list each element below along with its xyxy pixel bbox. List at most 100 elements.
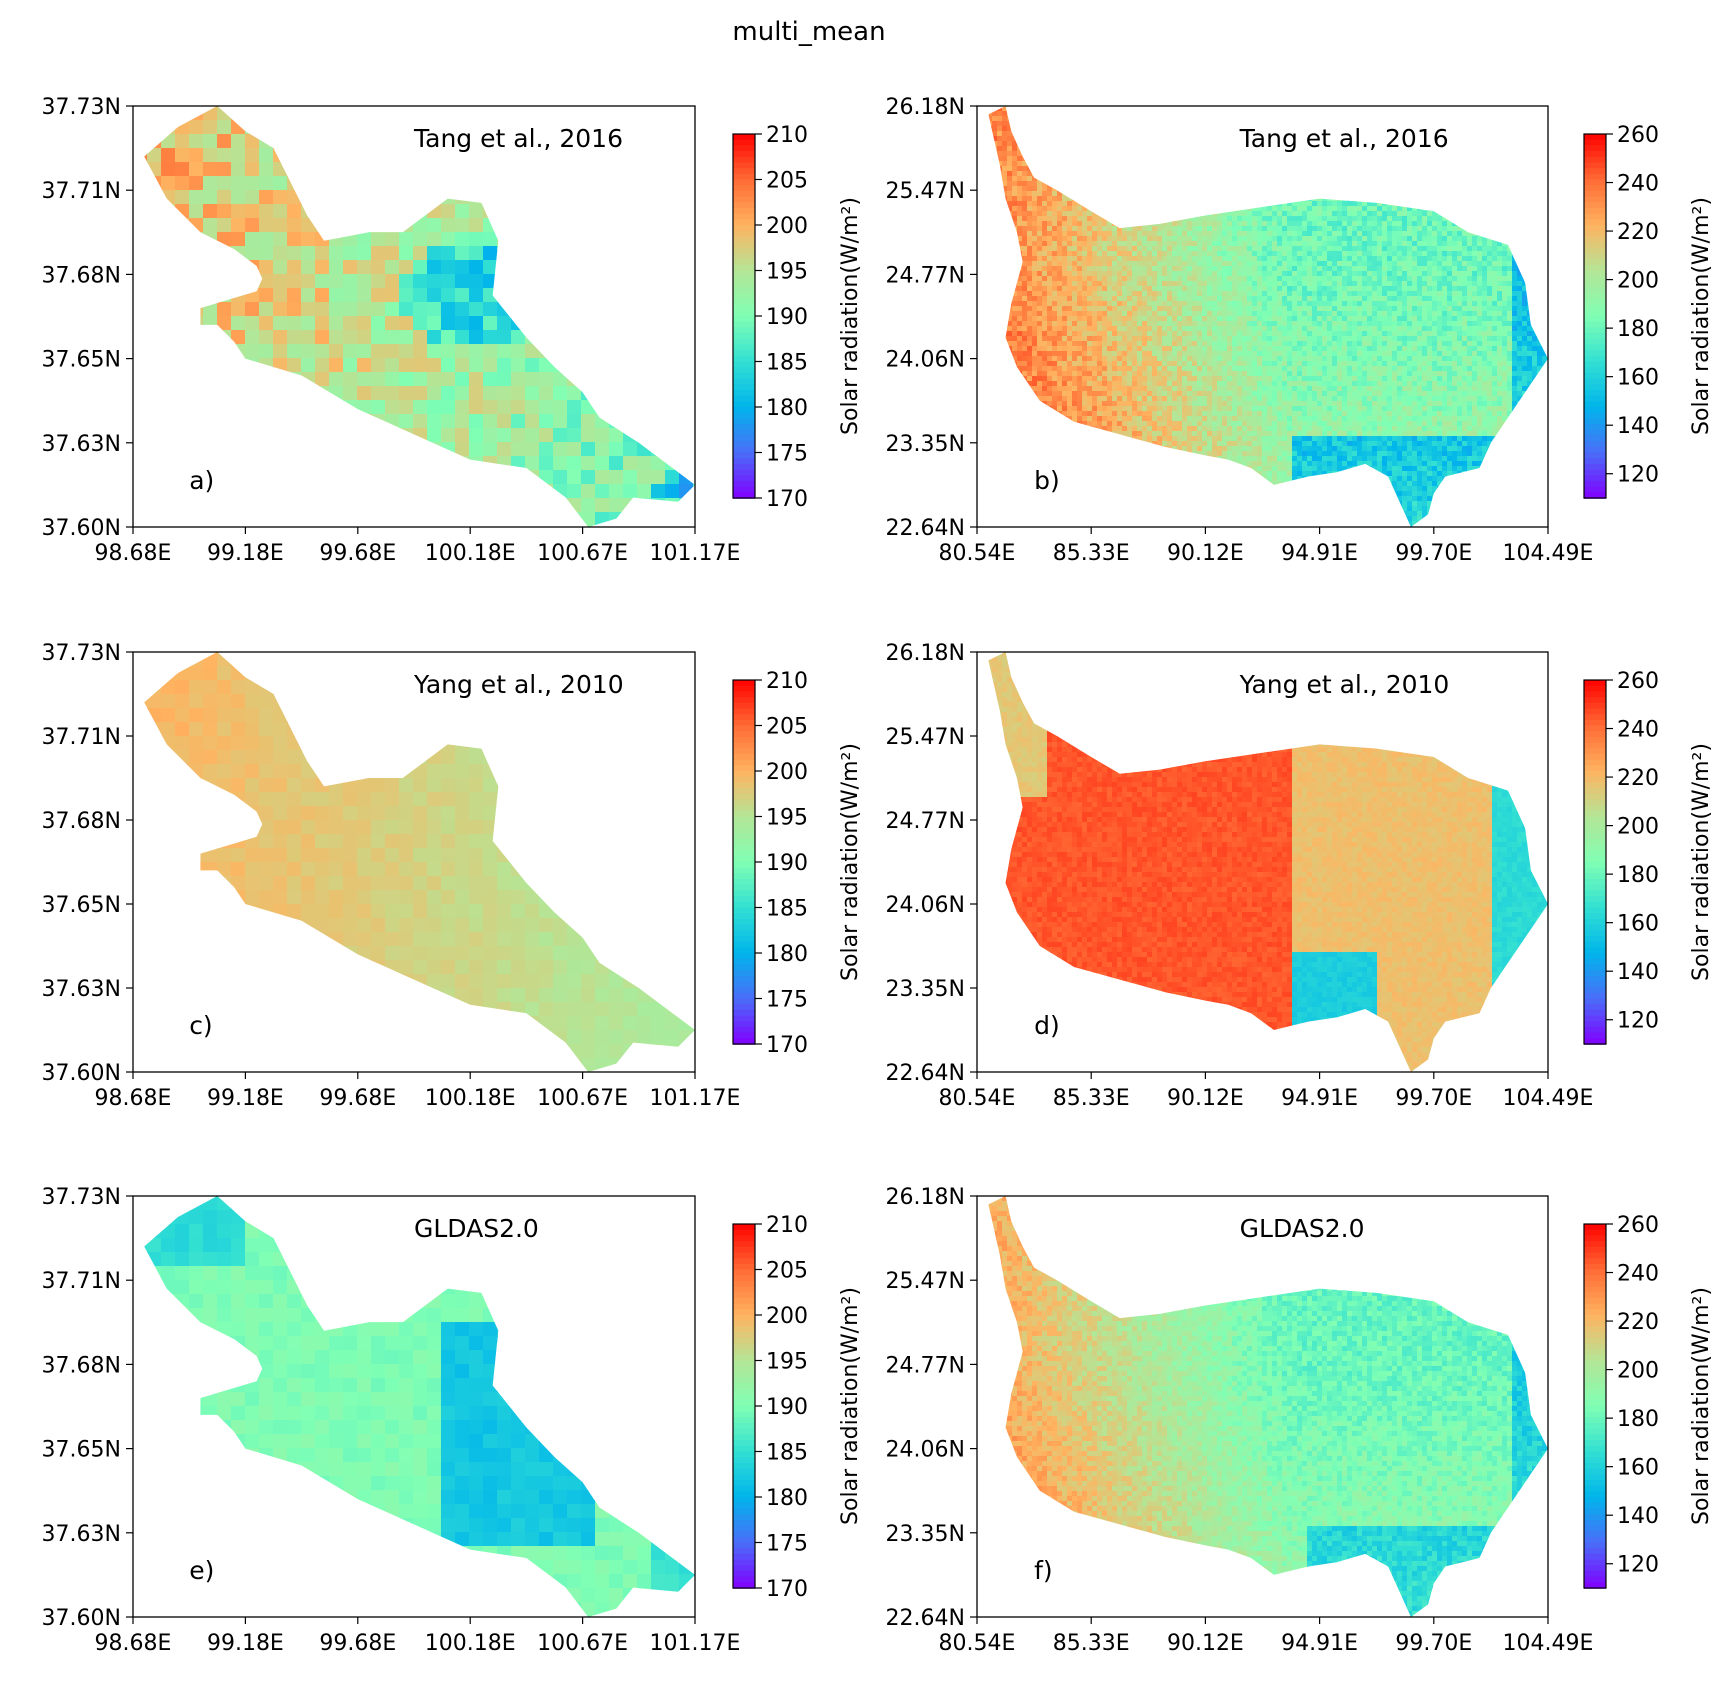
y-tick-label: 37.60N xyxy=(42,516,121,541)
colorbar-tick-label: 200 xyxy=(766,214,808,239)
y-tick-label: 37.60N xyxy=(42,1606,121,1631)
colorbar-tick-label: 190 xyxy=(766,1395,808,1420)
panel-d-raster xyxy=(988,652,1549,1072)
panel-b-letter: b) xyxy=(1034,466,1060,495)
colorbar-tick-label: 180 xyxy=(766,942,808,967)
panel-b-dataset-label: Tang et al., 2016 xyxy=(1239,124,1449,153)
colorbar-tick-label: 170 xyxy=(766,1577,808,1602)
panel-e: 98.68E 99.18E 99.68E 100.18E 100.67E 101.17E 3… xyxy=(42,1185,863,1656)
x-tick-label: 99.70E xyxy=(1395,1631,1472,1656)
colorbar-tick-label: 160 xyxy=(1617,1456,1659,1481)
y-tick-label: 23.35N xyxy=(886,1522,965,1547)
panel-b: 80.54E 85.33E 90.12E 94.91E 99.70E 104.49E 22.… xyxy=(886,95,1714,566)
x-tick-label: 90.12E xyxy=(1167,541,1244,566)
colorbar-tick-label: 120 xyxy=(1617,1553,1659,1578)
x-tick-label: 101.17E xyxy=(650,1086,741,1111)
x-tick-label: 99.68E xyxy=(319,541,396,566)
x-tick-label: 100.67E xyxy=(537,1086,628,1111)
x-tick-label: 94.91E xyxy=(1281,541,1358,566)
panel-d-dataset-label: Yang et al., 2010 xyxy=(1239,670,1450,699)
colorbar-tick-label: 200 xyxy=(766,760,808,785)
panel-e-colorbar-label: Solar radiation(W/m²) xyxy=(838,1287,863,1525)
panel-c-dataset-label: Yang et al., 2010 xyxy=(413,670,624,699)
x-tick-label: 100.18E xyxy=(425,541,516,566)
x-tick-label: 80.54E xyxy=(939,1631,1016,1656)
x-tick-label: 94.91E xyxy=(1281,1631,1358,1656)
y-tick-label: 22.64N xyxy=(886,1061,965,1086)
x-tick-label: 99.18E xyxy=(207,1631,284,1656)
y-tick-label: 24.06N xyxy=(886,348,965,373)
panel-a: 98.68E 99.18E 99.68E 100.18E 100.67E 101.17E 3… xyxy=(42,95,863,566)
x-tick-label: 99.68E xyxy=(319,1631,396,1656)
y-tick-label: 37.68N xyxy=(42,809,121,834)
x-tick-label: 94.91E xyxy=(1281,1086,1358,1111)
colorbar-tick-label: 195 xyxy=(766,806,808,831)
x-tick-label: 98.68E xyxy=(95,541,172,566)
y-tick-label: 25.47N xyxy=(886,1269,965,1294)
y-tick-label: 24.77N xyxy=(886,809,965,834)
panel-b-frame xyxy=(976,105,1549,528)
x-tick-label: 98.68E xyxy=(95,1631,172,1656)
panel-e-colorbar: 170 175 180 185 190 195 200 205 210 Solar radiati… xyxy=(732,1213,863,1602)
colorbar-tick-label: 210 xyxy=(766,669,808,694)
x-tick-label: 104.49E xyxy=(1503,541,1594,566)
x-tick-label: 99.70E xyxy=(1395,541,1472,566)
panel-a-letter: a) xyxy=(189,466,214,495)
panel-e-letter: e) xyxy=(189,1556,214,1585)
colorbar-tick-label: 185 xyxy=(766,1441,808,1466)
colorbar-tick-label: 200 xyxy=(1617,1359,1659,1384)
colorbar-tick-label: 195 xyxy=(766,1350,808,1375)
panel-c-frame xyxy=(132,651,696,1073)
colorbar-tick-label: 120 xyxy=(1617,463,1659,488)
panel-d-colorbar: 120 140 160 180 200 220 240 260 Solar radiation(… xyxy=(1583,669,1714,1045)
colorbar-tick-label: 240 xyxy=(1617,718,1659,743)
panel-c-colorbar-label: Solar radiation(W/m²) xyxy=(838,743,863,981)
colorbar-tick-label: 190 xyxy=(766,305,808,330)
x-tick-label: 100.67E xyxy=(537,1631,628,1656)
panel-b-colorbar-label: Solar radiation(W/m²) xyxy=(1689,197,1714,435)
y-tick-label: 37.68N xyxy=(42,1353,121,1378)
y-tick-label: 37.63N xyxy=(42,1522,121,1547)
x-tick-label: 99.70E xyxy=(1395,1086,1472,1111)
x-tick-label: 99.18E xyxy=(207,541,284,566)
colorbar-tick-label: 140 xyxy=(1617,1504,1659,1529)
panel-a-dataset-label: Tang et al., 2016 xyxy=(413,124,623,153)
x-tick-label: 101.17E xyxy=(650,541,741,566)
colorbar-tick-label: 200 xyxy=(766,1304,808,1329)
colorbar-tick-label: 180 xyxy=(1617,863,1659,888)
colorbar-tick-label: 140 xyxy=(1617,960,1659,985)
x-tick-label: 100.67E xyxy=(537,541,628,566)
y-tick-label: 37.65N xyxy=(42,1438,121,1463)
y-tick-label: 26.18N xyxy=(886,641,965,666)
colorbar-tick-label: 190 xyxy=(766,851,808,876)
colorbar-tick-label: 180 xyxy=(1617,317,1659,342)
x-tick-label: 101.17E xyxy=(650,1631,741,1656)
panel-a-frame xyxy=(132,105,696,528)
y-tick-label: 37.71N xyxy=(42,1269,121,1294)
y-tick-label: 25.47N xyxy=(886,725,965,750)
colorbar-tick-label: 180 xyxy=(766,1486,808,1511)
y-tick-label: 37.73N xyxy=(42,641,121,666)
x-tick-label: 99.18E xyxy=(207,1086,284,1111)
colorbar-tick-label: 185 xyxy=(766,897,808,922)
y-tick-label: 24.06N xyxy=(886,1438,965,1463)
colorbar-tick-label: 205 xyxy=(766,715,808,740)
x-tick-label: 80.54E xyxy=(939,1086,1016,1111)
x-tick-label: 85.33E xyxy=(1053,541,1130,566)
colorbar-tick-label: 170 xyxy=(766,1033,808,1058)
y-tick-label: 24.06N xyxy=(886,893,965,918)
panel-b-colorbar: 120 140 160 180 200 220 240 260 Solar radiation(… xyxy=(1583,123,1714,499)
y-tick-label: 25.47N xyxy=(886,179,965,204)
colorbar-tick-label: 120 xyxy=(1617,1009,1659,1034)
y-tick-label: 37.73N xyxy=(42,95,121,120)
y-tick-label: 37.73N xyxy=(42,1185,121,1210)
x-tick-label: 100.18E xyxy=(425,1631,516,1656)
colorbar-tick-label: 240 xyxy=(1617,172,1659,197)
colorbar-tick-label: 240 xyxy=(1617,1262,1659,1287)
colorbar-tick-label: 175 xyxy=(766,988,808,1013)
x-tick-label: 85.33E xyxy=(1053,1631,1130,1656)
panel-f-colorbar: 120 140 160 180 200 220 240 260 Solar radiation(… xyxy=(1583,1213,1714,1589)
panel-e-dataset-label: GLDAS2.0 xyxy=(414,1214,539,1243)
panel-c-letter: c) xyxy=(189,1011,213,1040)
